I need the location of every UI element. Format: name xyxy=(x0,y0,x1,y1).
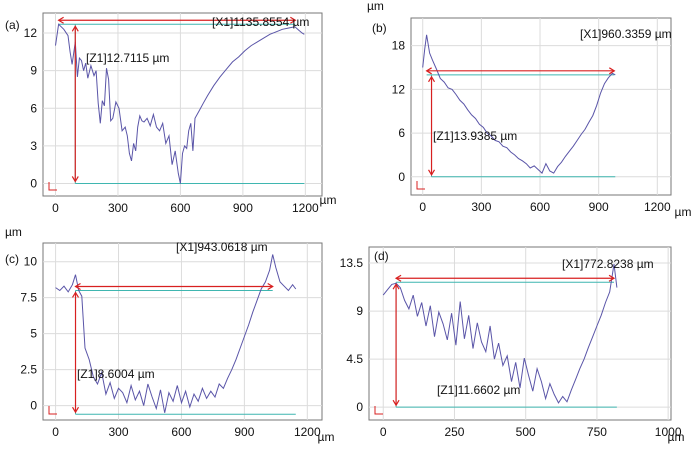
panel-label: (a) xyxy=(5,18,20,32)
chart-panel-1: 0 300 600 900 1200 0 6 12 18 µm µm [X1]960.3359 µm [… xyxy=(367,0,691,219)
x-measurement-label: [X1]1135.8554 µm xyxy=(212,15,309,29)
z-measurement-label: [Z1]8.6004 µm xyxy=(77,367,155,381)
x-tick-label: 300 xyxy=(108,201,128,215)
y-tick-label: 0 xyxy=(30,399,37,413)
chart-panel-2: 0 300 600 900 1200 0 2.5 5 7.5 10 µm µm [X1]943.0618… xyxy=(5,225,334,444)
x-marker-arrow-left xyxy=(57,16,64,24)
z-marker-arrow-bottom xyxy=(392,399,400,407)
plot-frame xyxy=(42,242,323,421)
profile-series-line xyxy=(382,264,618,404)
y-tick-label: 9 xyxy=(30,64,37,78)
x-tick-label: 500 xyxy=(516,425,536,439)
y-tick-label: 6 xyxy=(30,101,37,115)
y-tick-label: 4.5 xyxy=(346,352,363,366)
z-marker-arrow-top xyxy=(428,75,436,83)
x-tick-label: 750 xyxy=(587,425,607,439)
z-measurement-label: [Z1]11.6602 µm xyxy=(437,383,520,397)
axis-origin-icon xyxy=(48,182,57,191)
x-tick-label: 900 xyxy=(589,200,609,214)
x-marker-arrow-left xyxy=(425,67,432,75)
x-marker-arrow-right xyxy=(608,67,616,75)
profile-series-line xyxy=(55,254,297,413)
y-tick-label: 7.5 xyxy=(20,291,37,305)
x-tick-label: 900 xyxy=(233,201,253,215)
z-measurement-label: [Z1]13.9385 µm xyxy=(433,129,517,143)
x-marker-arrow-left xyxy=(394,274,402,282)
x-tick-label: 600 xyxy=(170,201,190,215)
x-tick-label: 300 xyxy=(471,200,491,214)
plot-frame xyxy=(410,17,672,196)
x-axis-label: µm xyxy=(318,430,335,444)
panel-label: (c) xyxy=(5,252,19,266)
y-tick-label: 12 xyxy=(392,82,406,96)
y-tick-label: 3 xyxy=(30,139,37,153)
y-tick-label: 10 xyxy=(24,255,38,269)
y-tick-label: 5 xyxy=(30,327,37,341)
x-axis-label: µm xyxy=(320,193,337,207)
x-marker-arrow-right xyxy=(290,16,297,24)
y-tick-label: 13.5 xyxy=(340,256,364,270)
y-tick-label: 12 xyxy=(24,26,38,40)
x-tick-label: 0 xyxy=(419,200,426,214)
x-tick-label: 600 xyxy=(530,200,550,214)
x-marker-arrow-left xyxy=(74,282,81,291)
y-tick-label: 0 xyxy=(356,400,363,414)
profile-series-line xyxy=(55,23,305,184)
y-tick-label: 6 xyxy=(398,126,405,140)
y-tick-label: 0 xyxy=(30,176,37,190)
axis-origin-icon xyxy=(48,406,57,415)
z-measurement-label: [Z1]12.7115 µm xyxy=(86,51,169,65)
x-tick-label: 1200 xyxy=(292,201,319,215)
axis-origin-icon xyxy=(374,406,383,415)
chart-panel-3: 0 250 500 750 1000 0 4.5 9 13.5 µm [X1]772.8238 µm… xyxy=(340,246,685,444)
x-axis-label: µm xyxy=(668,430,685,444)
plot-frame xyxy=(368,246,672,421)
z-marker-arrow-bottom xyxy=(71,176,79,183)
y-tick-label: 18 xyxy=(392,39,406,53)
x-tick-label: 1200 xyxy=(294,425,321,439)
plot-frame xyxy=(42,12,323,197)
x-tick-label: 0 xyxy=(52,425,59,439)
x-tick-label: 1200 xyxy=(644,200,671,214)
y-tick-label: 0 xyxy=(398,170,405,184)
y-axis-label: µm xyxy=(5,225,22,239)
x-tick-label: 0 xyxy=(380,425,387,439)
y-tick-label: 9 xyxy=(356,304,363,318)
profile-series-line xyxy=(422,34,616,174)
axis-origin-icon xyxy=(416,181,425,190)
panel-label: (b) xyxy=(372,21,387,35)
y-tick-label: 2.5 xyxy=(20,363,37,377)
x-tick-label: 900 xyxy=(234,425,254,439)
x-tick-label: 1000 xyxy=(655,425,682,439)
z-marker-arrow-top xyxy=(71,25,79,32)
x-measurement-label: [X1]943.0618 µm xyxy=(176,240,268,254)
x-measurement-label: [X1]772.8238 µm xyxy=(562,257,654,271)
x-marker-arrow-right xyxy=(608,274,616,282)
x-tick-label: 250 xyxy=(444,425,464,439)
z-marker-arrow-bottom xyxy=(428,169,436,176)
z-marker-arrow-top xyxy=(72,291,80,298)
z-marker-arrow-bottom xyxy=(72,406,80,414)
x-tick-label: 300 xyxy=(109,425,129,439)
x-marker-arrow-right xyxy=(267,282,274,291)
panel-label: (d) xyxy=(374,249,389,263)
y-axis-label: µm xyxy=(367,0,384,13)
x-axis-label: µm xyxy=(675,205,692,219)
x-tick-label: 0 xyxy=(52,201,59,215)
x-measurement-label: [X1]960.3359 µm xyxy=(580,27,672,41)
chart-panel-0: 0 300 600 900 1200 0 3 6 9 12 µm [X1]1135.8554 µm [Z… xyxy=(5,12,337,215)
z-marker-arrow-top xyxy=(392,283,400,290)
x-tick-label: 600 xyxy=(171,425,191,439)
